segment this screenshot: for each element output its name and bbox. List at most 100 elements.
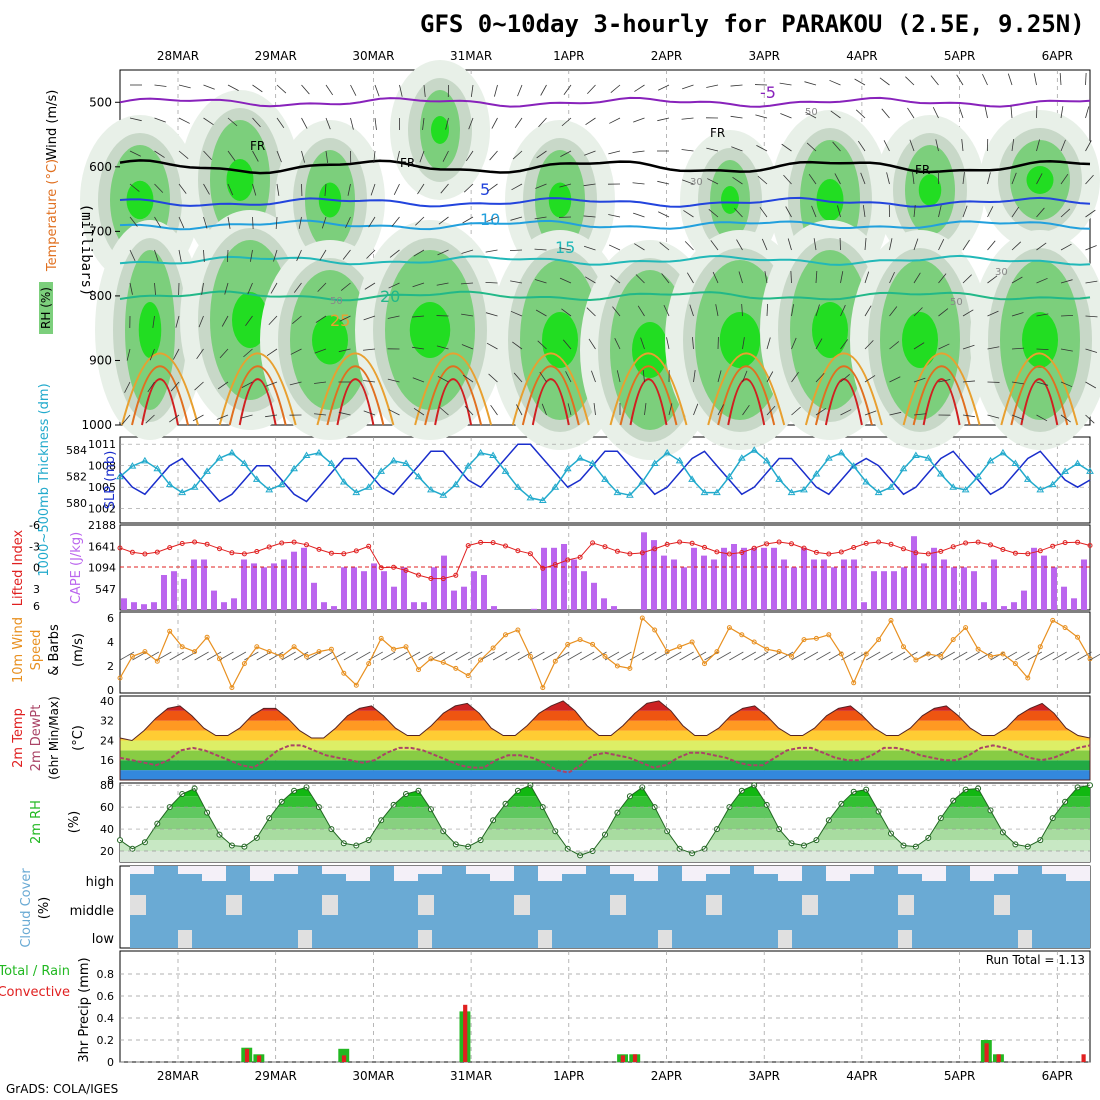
precip-tick-label: 0 xyxy=(107,1056,114,1069)
cape-bar xyxy=(761,547,767,610)
wind-barb xyxy=(829,79,841,86)
thickness-marker xyxy=(203,467,211,474)
thickness-marker xyxy=(364,483,373,490)
wind-barb xyxy=(268,315,278,326)
date-label-bottom: 1APR xyxy=(553,1069,584,1083)
cape-bar xyxy=(591,582,597,610)
wind-barb xyxy=(512,150,523,160)
cloud-gap xyxy=(1018,930,1032,948)
wind-marker xyxy=(229,685,235,691)
cape-bar xyxy=(841,559,847,610)
rh-contour-label: 50 xyxy=(950,297,963,308)
thickness-marker xyxy=(1023,475,1032,482)
wind-barb xyxy=(1011,241,1022,251)
thickness-marker xyxy=(837,448,846,456)
wind-barb xyxy=(461,344,474,350)
cape-bar xyxy=(921,563,927,610)
cloud-gap xyxy=(826,866,850,881)
cape-bar xyxy=(391,586,397,610)
temperature-contour xyxy=(119,159,1091,175)
thickness-marker xyxy=(414,472,423,480)
wind-barb xyxy=(1085,348,1098,353)
wind-barb xyxy=(536,150,547,159)
thickness-marker xyxy=(700,488,709,496)
wind-barb xyxy=(804,81,817,86)
wind-barb xyxy=(293,282,302,293)
wind-barb xyxy=(781,143,792,152)
wind-barb xyxy=(514,117,523,129)
wind-barb xyxy=(510,216,523,221)
cloud-gap xyxy=(322,866,346,874)
wind-barb xyxy=(203,216,208,229)
date-label-top: 30MAR xyxy=(352,49,394,63)
wind-barb xyxy=(710,240,719,251)
temp-band xyxy=(120,740,1090,751)
thickness-marker xyxy=(1086,467,1094,474)
thickness-marker xyxy=(899,464,908,472)
wind-barb xyxy=(315,315,327,323)
wind-barb xyxy=(1036,381,1049,386)
wind-barb xyxy=(563,84,572,95)
wind-barb xyxy=(935,139,939,152)
wind-barb xyxy=(1011,347,1024,350)
thickness-marker xyxy=(675,456,684,464)
cloud-gap xyxy=(682,866,706,881)
temperature-axis-label: Temperature (°C) xyxy=(45,159,60,272)
li-tick-label: 0 xyxy=(33,562,40,575)
cape-bar xyxy=(981,602,987,610)
wind-barb xyxy=(815,407,827,416)
cloud-gap xyxy=(418,930,432,948)
precip-axis-label: Total / Rain xyxy=(0,964,70,979)
rh-axis-label: RH (%) xyxy=(39,287,53,329)
precip-convective-bar xyxy=(341,1055,347,1062)
y-tick-label: 600 xyxy=(89,160,112,174)
cape-tick-label: 1641 xyxy=(88,540,116,553)
wind-barb xyxy=(510,310,523,317)
cape-bar xyxy=(901,567,907,610)
y-tick-label: 800 xyxy=(89,289,112,303)
li-marker xyxy=(950,544,956,550)
wind-barb xyxy=(609,117,621,124)
li-marker xyxy=(416,572,421,578)
wind-barb xyxy=(1015,651,1030,661)
wind-barb xyxy=(617,651,632,661)
wind-barb xyxy=(422,117,425,130)
wind-marker xyxy=(1050,617,1056,623)
wind-barb xyxy=(854,78,866,86)
wind-barb xyxy=(780,113,792,119)
wind-barb xyxy=(938,239,945,251)
wind-barb xyxy=(412,315,425,318)
wind-barb xyxy=(742,404,750,416)
cloud-gap xyxy=(898,866,922,874)
precip-tick-label: 0.6 xyxy=(97,990,115,1003)
y-tick-label: 900 xyxy=(89,353,112,367)
thickness-marker xyxy=(625,491,634,498)
wind-barb xyxy=(962,380,975,383)
wind-barb xyxy=(759,207,768,218)
wind-barb xyxy=(865,651,881,661)
wind-barb xyxy=(516,404,523,416)
li-tick-label: 6 xyxy=(33,600,40,613)
wind-barb xyxy=(583,245,596,251)
cape-bar xyxy=(471,571,477,610)
wind-barb xyxy=(534,248,547,251)
wind-barb xyxy=(461,249,474,254)
wind-barb xyxy=(840,271,844,284)
wind-barb xyxy=(738,271,743,284)
wind-barb xyxy=(439,406,449,416)
cloud-gap xyxy=(706,866,730,874)
wind-barb xyxy=(380,651,396,661)
thickness-marker xyxy=(1036,485,1045,493)
cape-bar xyxy=(561,544,567,610)
li-marker xyxy=(602,544,608,550)
li-line xyxy=(119,541,1091,580)
wind-barb xyxy=(196,348,204,360)
temperature-contour-label: 5 xyxy=(480,180,490,199)
cape-bar xyxy=(331,606,337,610)
thickness-marker xyxy=(439,491,448,498)
wind-barb xyxy=(455,651,470,661)
wind-barb xyxy=(864,340,874,350)
temperature-contour-low xyxy=(414,352,493,426)
wind-barb xyxy=(853,651,868,661)
wind-barb xyxy=(318,651,334,661)
